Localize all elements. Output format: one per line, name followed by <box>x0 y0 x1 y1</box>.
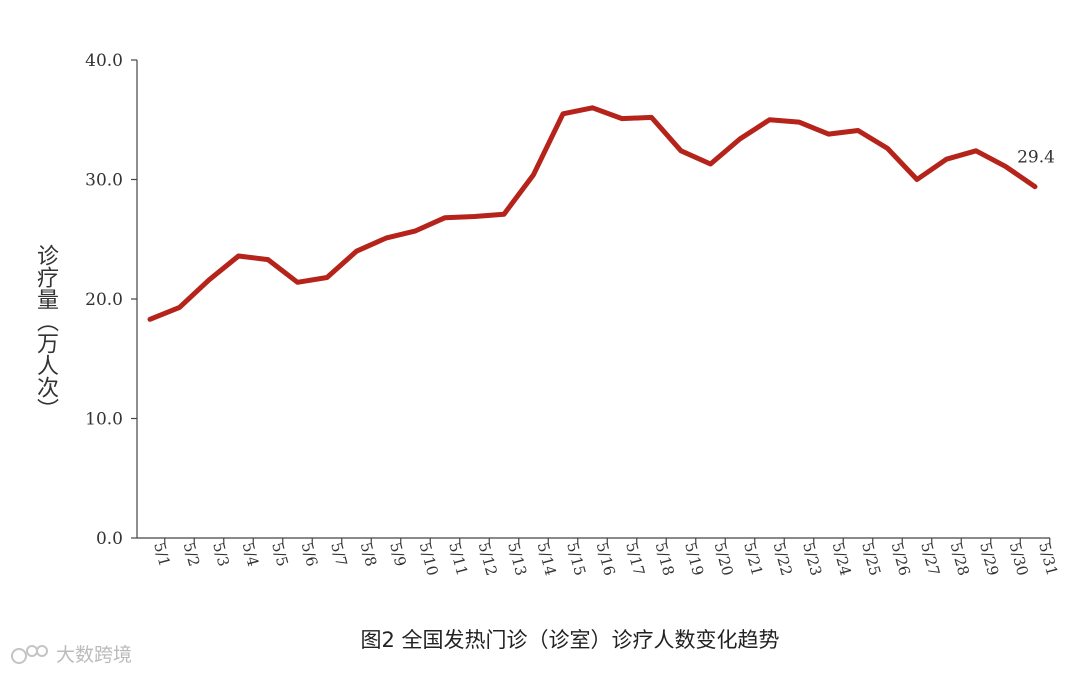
x-tick-label: 5/3 <box>209 540 233 568</box>
x-tick-label: 5/19 <box>681 540 707 577</box>
chart-annotations: 29.4 <box>1017 148 1055 168</box>
x-tick-label: 5/27 <box>917 540 943 577</box>
x-tick-label: 5/18 <box>652 540 678 577</box>
watermark-text: 大数跨境 <box>56 644 133 666</box>
x-tick-label: 5/16 <box>593 540 619 577</box>
x-tick-label: 5/22 <box>770 540 796 577</box>
y-tick-label: 30.0 <box>85 171 123 191</box>
x-tick-label: 5/14 <box>534 540 560 577</box>
end-value-label: 29.4 <box>1017 148 1055 168</box>
series-line <box>147 105 1038 322</box>
x-tick-label: 5/2 <box>180 540 204 568</box>
x-tick-label: 5/17 <box>622 540 648 577</box>
chart-series <box>147 105 1038 322</box>
x-tick-label: 5/15 <box>563 540 589 577</box>
x-tick-label: 5/13 <box>504 540 530 577</box>
watermark-logo-icon <box>11 644 48 664</box>
y-tick-label: 10.0 <box>85 410 123 430</box>
x-tick-label: 5/6 <box>298 540 322 568</box>
x-tick-label: 5/25 <box>858 540 884 577</box>
x-axis-ticks: 5/1 5/2 5/3 5/4 5/5 5/6 5/7 5/8 5/9 5/10 5/11 5/12 5… <box>150 538 1061 578</box>
y-axis-ticks: 0.0 10.0 20.0 30.0 40.0 <box>85 51 137 549</box>
x-tick-label: 5/21 <box>740 540 766 577</box>
x-tick-label: 5/23 <box>799 540 825 577</box>
x-tick-label: 5/5 <box>268 540 292 568</box>
x-tick-label: 5/20 <box>711 540 737 577</box>
x-tick-label: 5/30 <box>1006 540 1032 577</box>
watermark: 大数跨境 <box>10 640 132 667</box>
x-tick-label: 5/12 <box>475 540 501 577</box>
x-tick-label: 5/1 <box>150 540 174 568</box>
x-tick-label: 5/24 <box>829 540 855 577</box>
x-tick-label: 5/29 <box>976 540 1002 577</box>
y-tick-label: 20.0 <box>85 290 123 310</box>
x-tick-label: 5/11 <box>445 540 471 577</box>
y-axis-label: 诊疗量（万人次） <box>33 244 58 420</box>
x-tick-label: 5/4 <box>239 540 263 568</box>
x-tick-label: 5/8 <box>357 540 381 568</box>
x-tick-label: 5/31 <box>1035 540 1061 577</box>
y-tick-label: 40.0 <box>85 51 123 71</box>
x-tick-label: 5/26 <box>888 540 914 577</box>
chart-axes <box>136 60 1050 539</box>
figure-caption: 图2 全国发热门诊（诊室）诊疗人数变化趋势 <box>360 628 780 652</box>
y-tick-label: 0.0 <box>96 529 123 549</box>
x-tick-label: 5/10 <box>416 540 442 577</box>
x-tick-label: 5/28 <box>947 540 973 577</box>
x-tick-label: 5/9 <box>386 540 410 568</box>
x-tick-label: 5/7 <box>327 540 351 568</box>
